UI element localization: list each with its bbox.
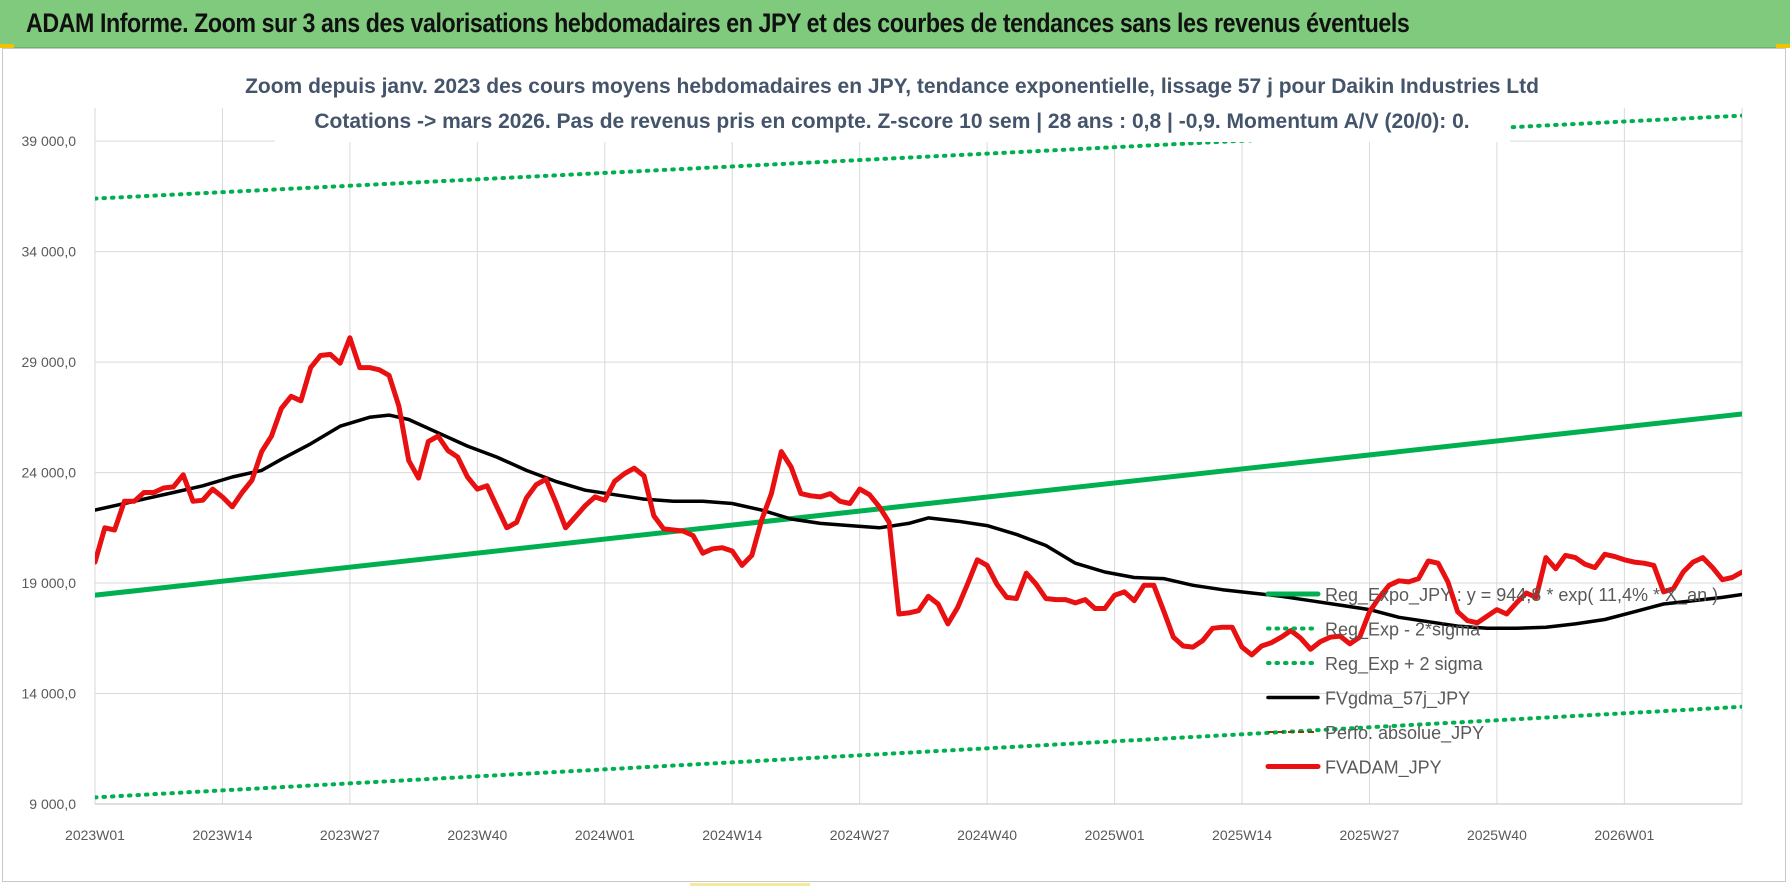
legend-label: FVgdma_57j_JPY: [1325, 689, 1470, 710]
y-tick-label: 9 000,0: [29, 796, 76, 812]
y-tick-label: 14 000,0: [22, 686, 77, 702]
bottom-stripe: [690, 883, 810, 886]
series-layer: [95, 113, 1742, 800]
x-tick-label: 2023W01: [65, 827, 125, 843]
x-axis-ticks: 2023W01 2023W14 2023W27 2023W40 2024W01 2024W…: [65, 827, 1655, 843]
y-axis-ticks: 9 000,0 14 000,0 19 000,0 24 000,0 29 000,0 3…: [22, 133, 77, 812]
x-tick-label: 2025W01: [1085, 827, 1145, 843]
title-background: [275, 62, 1510, 142]
x-tick-label: 2024W14: [702, 827, 762, 843]
legend-label: Reg_Expo_JPY : y = 944,8 * exp( 11,4% * …: [1325, 585, 1718, 606]
x-tick-label: 2025W14: [1212, 827, 1272, 843]
y-tick-label: 39 000,0: [22, 133, 77, 149]
y-tick-label: 19 000,0: [22, 575, 77, 591]
report-title: ADAM Informe. Zoom sur 3 ans des valoris…: [26, 8, 1410, 38]
series-line-1: [95, 704, 1742, 800]
series-line-3: [95, 413, 1742, 631]
series-line-5: [95, 335, 1742, 658]
x-tick-label: 2024W27: [830, 827, 890, 843]
chart-title-line-1: Zoom depuis janv. 2023 des cours moyens …: [245, 75, 1539, 98]
series-line-0: [95, 411, 1742, 598]
x-tick-label: 2024W01: [575, 827, 635, 843]
legend-label: Reg_Exp - 2*sigma: [1325, 620, 1481, 641]
corner-mark-left: [0, 44, 14, 48]
chart-title-line-2: Cotations -> mars 2026. Pas de revenus p…: [314, 110, 1469, 133]
x-tick-label: 2023W27: [320, 827, 380, 843]
x-tick-label: 2026W01: [1594, 827, 1654, 843]
x-tick-label: 2023W40: [447, 827, 507, 843]
legend-label: FVADAM_JPY: [1325, 758, 1442, 779]
x-tick-label: 2024W40: [957, 827, 1017, 843]
x-tick-label: 2023W14: [192, 827, 252, 843]
series-line-2: [95, 113, 1742, 201]
legend-label: Perfo. absolue_JPY: [1325, 723, 1484, 744]
y-tick-label: 34 000,0: [22, 244, 77, 260]
x-tick-label: 2025W40: [1467, 827, 1527, 843]
legend: Reg_Expo_JPY : y = 944,8 * exp( 11,4% * …: [1265, 585, 1718, 779]
x-tick-label: 2025W27: [1339, 827, 1399, 843]
y-tick-label: 24 000,0: [22, 465, 77, 481]
y-tick-label: 29 000,0: [22, 354, 77, 370]
grid: [94, 108, 1743, 805]
legend-label: Reg_Exp + 2 sigma: [1325, 654, 1484, 675]
header-banner: ADAM Informe. Zoom sur 3 ans des valoris…: [0, 0, 1790, 48]
corner-mark-right: [1776, 44, 1790, 48]
